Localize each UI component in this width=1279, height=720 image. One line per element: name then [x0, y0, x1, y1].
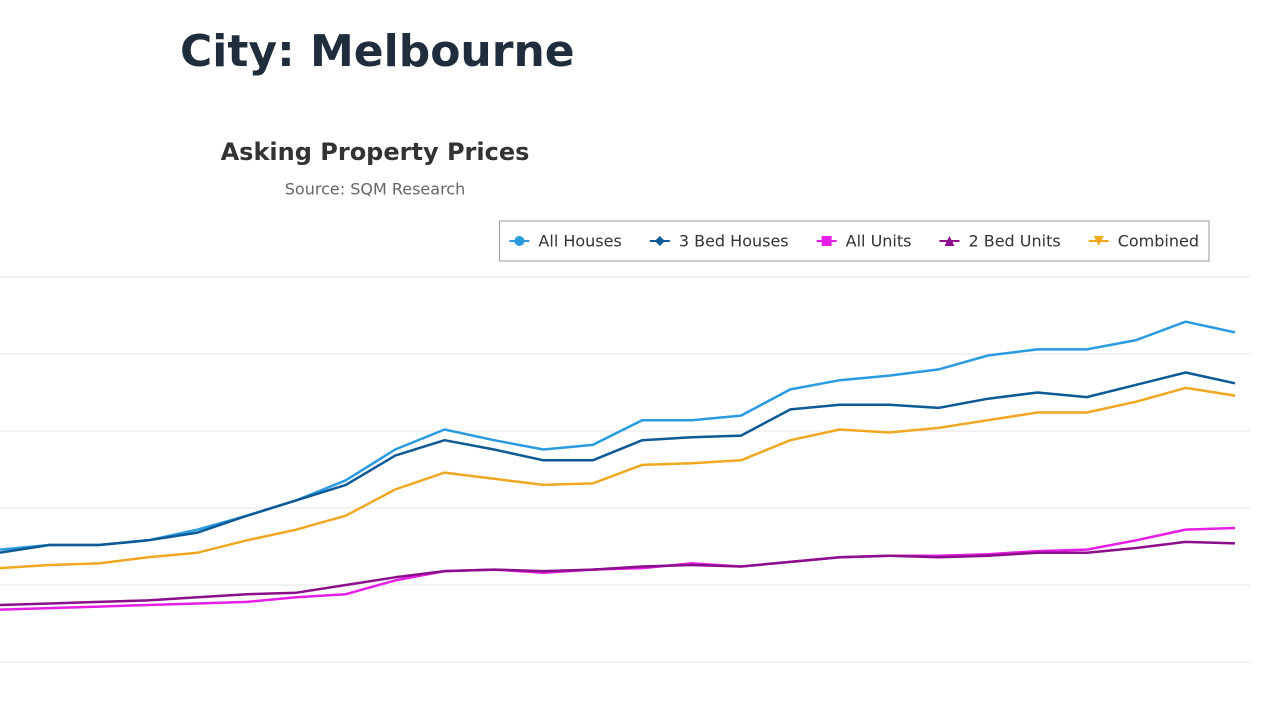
legend-item[interactable]: All Units	[816, 232, 912, 251]
legend-label: 2 Bed Units	[968, 232, 1060, 251]
page-title: City: Melbourne	[180, 26, 575, 77]
legend-marker	[821, 236, 832, 246]
chart-subtitle: Source: SQM Research	[285, 180, 465, 199]
legend: All Houses 3 Bed Houses All Units 2 Bed Uni…	[498, 220, 1210, 262]
legend-label: 3 Bed Houses	[679, 232, 789, 251]
legend-label: All Units	[846, 232, 912, 251]
legend-label: All Houses	[538, 232, 621, 251]
series-line	[0, 540, 1236, 607]
legend-item[interactable]: 3 Bed Houses	[649, 232, 789, 251]
chart-title: Asking Property Prices	[221, 138, 530, 166]
legend-item[interactable]: 2 Bed Units	[939, 232, 1061, 251]
legend-marker	[654, 236, 665, 246]
legend-marker	[944, 236, 955, 246]
series-line	[0, 320, 1236, 551]
legend-item[interactable]: Combined	[1088, 232, 1199, 251]
legend-label: Combined	[1118, 232, 1199, 251]
legend-item[interactable]: All Houses	[509, 232, 622, 251]
series-line	[0, 386, 1236, 570]
series-line	[0, 371, 1236, 554]
legend-marker	[514, 236, 525, 246]
legend-marker	[1093, 236, 1104, 246]
